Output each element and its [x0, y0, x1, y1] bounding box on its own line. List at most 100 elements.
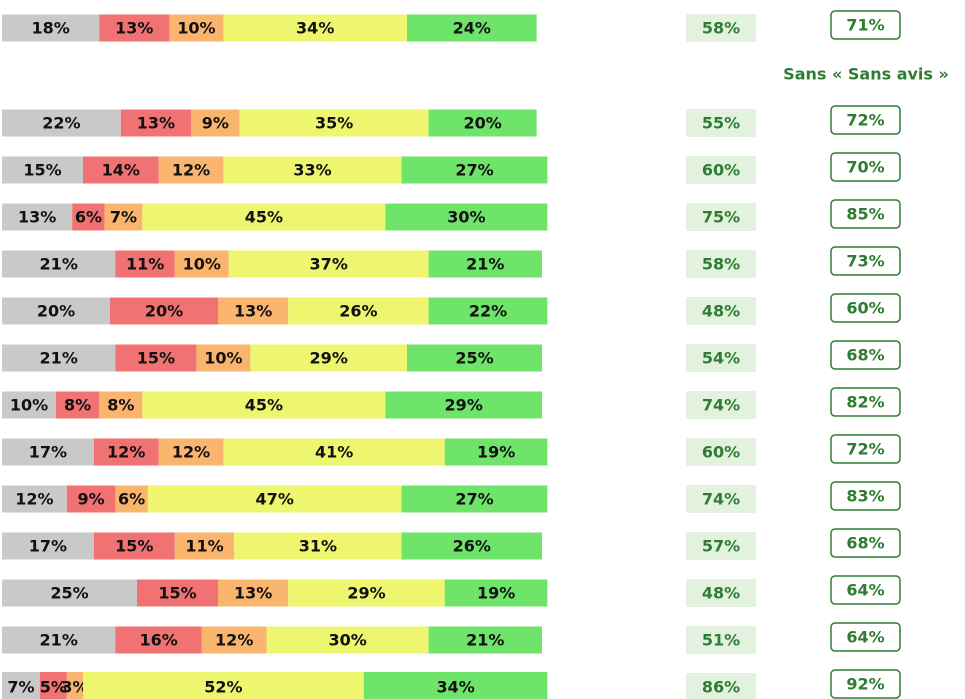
value-label: 20%	[463, 114, 501, 133]
total-value: 58%	[702, 255, 740, 274]
bar-segment	[2, 297, 110, 325]
value-label: 6%	[118, 490, 145, 509]
bar-segment	[201, 626, 267, 654]
value-label: 12%	[172, 443, 210, 462]
value-label: 8%	[64, 396, 91, 415]
bar-segment	[56, 391, 100, 419]
total-box-outline	[830, 10, 901, 40]
value-label: 15%	[158, 584, 196, 603]
value-label: 20%	[145, 302, 183, 321]
value-label: 33%	[293, 161, 331, 180]
value-label: 30%	[328, 631, 366, 650]
value-label: 10%	[10, 396, 48, 415]
value-label: 24%	[453, 19, 491, 38]
bar-segment	[99, 14, 170, 42]
bar-segment	[2, 391, 56, 419]
value-label: 26%	[453, 537, 491, 556]
bar-segment	[72, 203, 105, 231]
total-value: 75%	[702, 208, 740, 227]
value-label: 19%	[477, 584, 515, 603]
bar-segment	[385, 203, 548, 231]
value-label: 14%	[102, 161, 140, 180]
bar-segment	[110, 297, 218, 325]
total-value-without-no-opinion: 68%	[846, 534, 884, 553]
value-label: 22%	[469, 302, 507, 321]
bar-segment	[115, 626, 202, 654]
value-label: 20%	[37, 302, 75, 321]
value-label: 13%	[234, 584, 272, 603]
value-label: 45%	[245, 396, 283, 415]
value-label: 16%	[139, 631, 177, 650]
bar-segment	[142, 391, 386, 419]
total-box	[686, 156, 756, 184]
bar-segment	[428, 626, 542, 654]
value-label: 21%	[40, 349, 78, 368]
value-label: 11%	[185, 537, 223, 556]
bar-segment	[174, 532, 235, 560]
total-box-outline	[830, 481, 901, 511]
value-label: 25%	[455, 349, 493, 368]
value-label: 12%	[15, 490, 53, 509]
bar-segment	[2, 109, 121, 137]
bar-segment	[2, 485, 67, 513]
total-value: 48%	[702, 302, 740, 321]
bar-segment	[218, 579, 289, 607]
bar-segment	[223, 14, 407, 42]
bar-segment	[142, 203, 386, 231]
total-box-outline	[830, 340, 901, 370]
value-label: 30%	[447, 208, 485, 227]
value-label: 15%	[115, 537, 153, 556]
total-value-without-no-opinion: 72%	[846, 111, 884, 130]
total-box	[686, 297, 756, 325]
total-value: 51%	[702, 631, 740, 650]
value-label: 26%	[339, 302, 377, 321]
bar-segment	[444, 438, 548, 466]
bar-segment	[428, 109, 537, 137]
total-value-without-no-opinion: 64%	[846, 581, 884, 600]
value-label: 10%	[177, 19, 215, 38]
bar-segment	[218, 297, 289, 325]
total-box-outline	[830, 434, 901, 464]
value-label: 18%	[31, 19, 69, 38]
value-label: 34%	[296, 19, 334, 38]
total-box-outline	[830, 246, 901, 276]
bar-segment	[2, 203, 73, 231]
value-label: 35%	[315, 114, 353, 133]
bar-segment	[169, 14, 224, 42]
bar-segment	[158, 438, 224, 466]
total-box	[686, 14, 756, 42]
bar-segment	[2, 250, 116, 278]
total-value: 74%	[702, 490, 740, 509]
value-label: 41%	[315, 443, 353, 462]
total-box-outline	[830, 669, 901, 699]
bar-segment	[363, 672, 548, 699]
bar-segment	[385, 391, 542, 419]
total-value-without-no-opinion: 70%	[846, 158, 884, 177]
value-label: 13%	[18, 208, 56, 227]
bar-segment	[66, 485, 116, 513]
total-value-without-no-opinion: 92%	[846, 675, 884, 694]
bar-segment	[2, 156, 83, 184]
value-label: 12%	[172, 161, 210, 180]
value-label: 17%	[29, 443, 67, 462]
total-box-outline	[830, 152, 901, 182]
bar-segment	[2, 344, 116, 372]
bar-segment	[401, 485, 548, 513]
bar-segment	[158, 156, 224, 184]
column-title: Sans « Sans avis »	[783, 65, 949, 84]
bar-segment	[174, 250, 229, 278]
total-value: 54%	[702, 349, 740, 368]
value-label: 8%	[107, 396, 134, 415]
value-label: 13%	[137, 114, 175, 133]
bar-segment	[196, 344, 251, 372]
total-box-outline	[830, 199, 901, 229]
bar-segment	[2, 672, 40, 699]
total-box	[686, 391, 756, 419]
value-label: 9%	[202, 114, 229, 133]
value-label: 17%	[29, 537, 67, 556]
bar-segment	[83, 672, 364, 699]
total-value-without-no-opinion: 72%	[846, 440, 884, 459]
total-value: 57%	[702, 537, 740, 556]
bar-segment	[104, 203, 143, 231]
